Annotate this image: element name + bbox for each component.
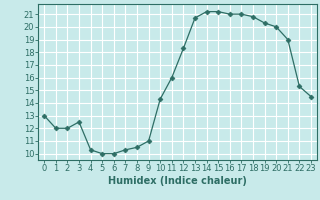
X-axis label: Humidex (Indice chaleur): Humidex (Indice chaleur): [108, 176, 247, 186]
